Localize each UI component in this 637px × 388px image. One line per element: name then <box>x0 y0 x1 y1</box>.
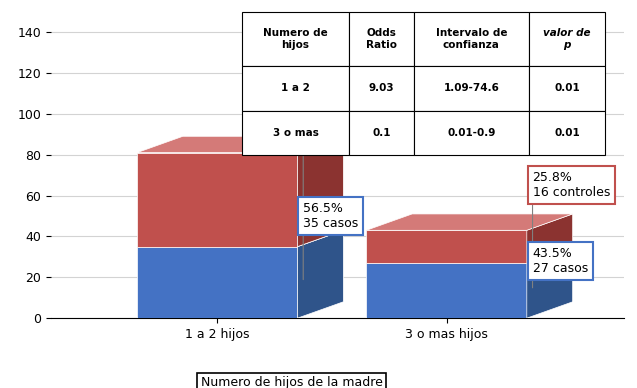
Polygon shape <box>366 263 527 318</box>
Bar <box>414 111 529 155</box>
Polygon shape <box>297 136 343 247</box>
Bar <box>349 12 414 66</box>
Polygon shape <box>366 247 573 263</box>
Text: Numero de
hijos: Numero de hijos <box>263 28 328 50</box>
Polygon shape <box>297 230 343 318</box>
Text: Odds
Ratio: Odds Ratio <box>366 28 397 50</box>
Text: 1 a 2: 1 a 2 <box>281 83 310 94</box>
Polygon shape <box>137 136 343 152</box>
Text: 25.8%
16 controles: 25.8% 16 controles <box>533 171 610 199</box>
Text: 56.5%
35 casos: 56.5% 35 casos <box>303 202 359 230</box>
Text: valor de
p: valor de p <box>543 28 590 50</box>
Bar <box>349 111 414 155</box>
Bar <box>242 111 349 155</box>
Text: 0.1: 0.1 <box>372 128 391 138</box>
Text: 1.09-74.6: 1.09-74.6 <box>443 83 499 94</box>
Text: 43.5%
27 casos: 43.5% 27 casos <box>533 247 588 275</box>
Bar <box>529 111 605 155</box>
Polygon shape <box>527 214 573 263</box>
Text: 0.01-0.9: 0.01-0.9 <box>447 128 496 138</box>
Text: Numero de hijos de la madre: Numero de hijos de la madre <box>201 376 383 388</box>
Polygon shape <box>366 230 527 263</box>
Text: 9.03: 9.03 <box>369 83 394 94</box>
Text: Intervalo de
confianza: Intervalo de confianza <box>436 28 507 50</box>
Polygon shape <box>137 230 343 247</box>
Text: 0.01: 0.01 <box>554 128 580 138</box>
Bar <box>414 66 529 111</box>
Polygon shape <box>366 214 573 230</box>
Bar <box>349 66 414 111</box>
Bar <box>242 12 349 66</box>
Bar <box>414 12 529 66</box>
Bar <box>529 12 605 66</box>
Text: 74.2%
46 controles: 74.2% 46 controles <box>303 100 380 128</box>
Bar <box>529 66 605 111</box>
Polygon shape <box>137 247 297 318</box>
Text: 3 o mas: 3 o mas <box>273 128 318 138</box>
Polygon shape <box>137 152 297 247</box>
Bar <box>242 66 349 111</box>
Text: 0.01: 0.01 <box>554 83 580 94</box>
Polygon shape <box>527 247 573 318</box>
